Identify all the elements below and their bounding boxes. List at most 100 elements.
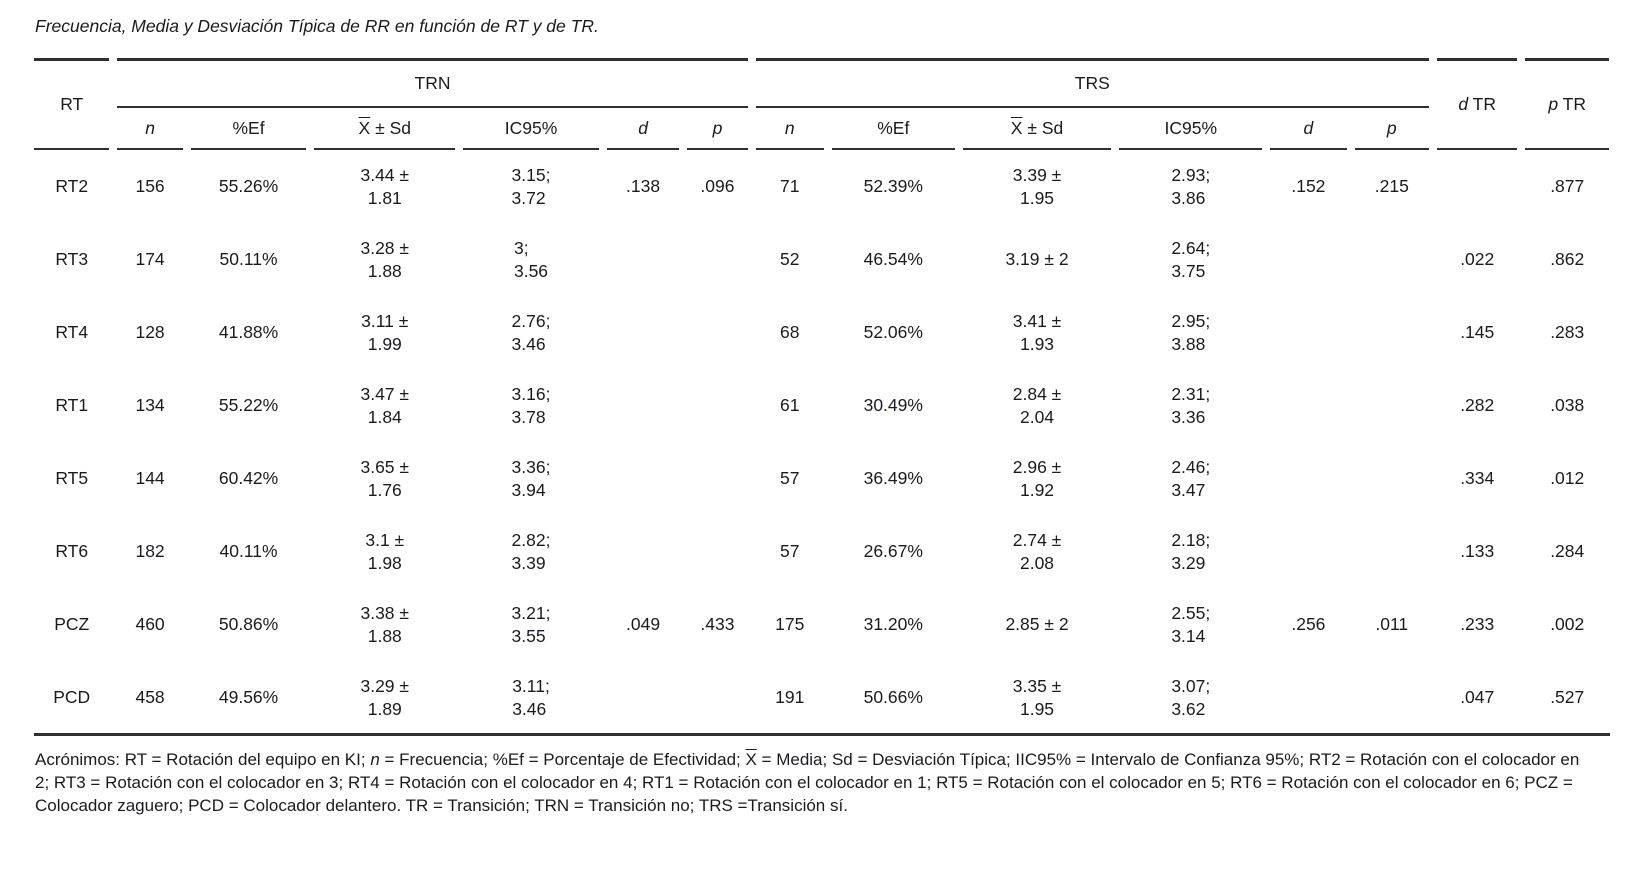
col-header-rt: RT — [34, 58, 110, 150]
cell-d-tr: .282 — [1460, 395, 1495, 415]
table-header: RT TRN TRS d TR p TR n %Ef X ± Sd IC95% … — [34, 58, 1609, 150]
cell-trn-ef: 60.42% — [218, 468, 279, 488]
col-header-trn-ic95: IC95% — [463, 108, 599, 150]
cell-trs-ic95: 2.93; 3.86 — [1171, 165, 1211, 208]
statistics-table: RT TRN TRS d TR p TR n %Ef X ± Sd IC95% … — [26, 58, 1617, 734]
cell-trn-p — [687, 223, 747, 296]
cell-trn-ic95: 3.36; 3.94 — [511, 457, 551, 500]
cell-trs-n: 61 — [780, 395, 800, 415]
cell-trs-d — [1270, 369, 1346, 442]
col-group-trn: TRN — [117, 58, 748, 108]
cell-trs-ic95: 2.18; 3.29 — [1171, 530, 1211, 573]
row-label: RT2 — [55, 176, 89, 196]
cell-trn-d — [607, 223, 679, 296]
col-header-trn-p: p — [687, 108, 748, 150]
cell-trs-ic95: 2.31; 3.36 — [1171, 384, 1211, 427]
cell-p-tr: .527 — [1550, 687, 1585, 707]
col-header-trs-mean-sd: X ± Sd — [962, 108, 1112, 150]
cell-trs-mean-sd: 3.35 ± 1.95 — [1012, 676, 1062, 719]
cell-trs-ef: 52.39% — [863, 176, 923, 196]
cell-trs-n: 52 — [780, 249, 800, 269]
cell-trn-d — [607, 661, 679, 734]
cell-d-tr: .047 — [1460, 687, 1495, 707]
cell-p-tr: .012 — [1550, 468, 1585, 488]
cell-trn-ic95: 3.15; 3.72 — [511, 165, 551, 208]
cell-trs-p — [1355, 442, 1429, 515]
cell-trn-mean-sd: 3.65 ± 1.76 — [360, 457, 410, 500]
row-label: PCD — [53, 687, 91, 707]
cell-trs-d — [1270, 515, 1346, 588]
cell-trs-p — [1355, 369, 1429, 442]
cell-trs-p: .011 — [1375, 614, 1409, 634]
col-header-trn-ef: %Ef — [190, 108, 307, 150]
cell-trs-p — [1355, 223, 1429, 296]
cell-trs-mean-sd: 2.84 ± 2.04 — [1012, 384, 1062, 427]
row-label: RT1 — [55, 395, 89, 415]
cell-trn-n: 128 — [135, 322, 165, 342]
col-group-trs: TRS — [755, 58, 1429, 108]
footnote: Acrónimos: RT = Rotación del equipo en K… — [35, 748, 1580, 817]
cell-trn-p — [687, 369, 747, 442]
cell-trs-mean-sd: 3.39 ± 1.95 — [1012, 165, 1062, 208]
cell-trn-d: .049 — [626, 614, 661, 634]
cell-trn-p — [687, 661, 747, 734]
cell-trs-ef: 31.20% — [863, 614, 923, 634]
cell-trn-ic95: 3.21; 3.55 — [511, 603, 551, 646]
cell-trn-ic95: 2.76; 3.46 — [511, 311, 551, 354]
cell-trn-mean-sd: 3.44 ± 1.81 — [360, 165, 410, 208]
col-header-trn-mean-sd: X ± Sd — [314, 108, 456, 150]
col-header-trn-d: d — [606, 108, 680, 150]
cell-trs-d — [1270, 442, 1346, 515]
cell-d-tr: .022 — [1460, 249, 1495, 269]
cell-trs-ef: 50.66% — [863, 687, 923, 707]
cell-trs-n: 175 — [775, 614, 805, 634]
cell-trn-d — [607, 296, 679, 369]
cell-trs-ef: 52.06% — [863, 322, 923, 342]
cell-p-tr: .038 — [1550, 395, 1585, 415]
col-header-trs-d: d — [1270, 108, 1347, 150]
cell-d-tr: .233 — [1460, 614, 1495, 634]
table-row: RT2 156 55.26% 3.44 ± 1.81 3.15; 3.72 .1… — [34, 150, 1609, 223]
cell-d-tr — [1437, 150, 1517, 223]
table-row: RT1 134 55.22% 3.47 ± 1.84 3.16; 3.78 61… — [34, 369, 1609, 442]
cell-trn-n: 182 — [135, 541, 165, 561]
page-title: Frecuencia, Media y Desviación Típica de… — [35, 16, 599, 36]
p-tr-rest: TR — [1558, 94, 1587, 114]
cell-trn-n: 144 — [135, 468, 165, 488]
cell-trn-n: 156 — [135, 176, 165, 196]
col-header-trs-ef: %Ef — [831, 108, 955, 150]
cell-trs-ef: 46.54% — [863, 249, 923, 269]
col-header-trs-ic95: IC95% — [1119, 108, 1263, 150]
cell-trn-d — [607, 369, 679, 442]
table-row: RT3 174 50.11% 3.28 ± 1.88 3; 3.56 52 46… — [34, 223, 1609, 296]
cell-trs-n: 57 — [780, 541, 800, 561]
footnote-n-italic: n — [370, 750, 380, 769]
table-body: RT2 156 55.26% 3.44 ± 1.81 3.15; 3.72 .1… — [34, 150, 1609, 734]
cell-trn-ic95: 2.82; 3.39 — [511, 530, 551, 573]
table-row: PCD 458 49.56% 3.29 ± 1.89 3.11; 3.46 19… — [34, 661, 1609, 734]
cell-trs-d: .256 — [1291, 614, 1326, 634]
col-header-p-tr: p TR — [1525, 58, 1609, 150]
cell-trs-p: .215 — [1374, 176, 1409, 196]
table-row: RT6 182 40.11% 3.1 ± 1.98 2.82; 3.39 57 … — [34, 515, 1609, 588]
cell-d-tr: .145 — [1460, 322, 1495, 342]
cell-trs-n: 191 — [775, 687, 805, 707]
col-header-trn-n: n — [117, 108, 183, 150]
cell-trn-mean-sd: 3.11 ± 1.99 — [361, 311, 409, 354]
cell-trs-d — [1270, 661, 1346, 734]
cell-trn-p: .433 — [700, 614, 735, 634]
cell-trs-n: 68 — [780, 322, 800, 342]
footnote-part2: = Frecuencia; %Ef = Porcentaje de Efecti… — [379, 750, 746, 769]
cell-trn-d — [607, 515, 679, 588]
table-row: RT4 128 41.88% 3.11 ± 1.99 2.76; 3.46 68… — [34, 296, 1609, 369]
cell-trs-n: 71 — [780, 176, 800, 196]
cell-trs-d — [1270, 223, 1346, 296]
cell-trs-ef: 36.49% — [863, 468, 923, 488]
cell-trs-ef: 30.49% — [863, 395, 923, 415]
cell-trn-mean-sd: 3.28 ± 1.88 — [360, 238, 410, 281]
footnote-x-bar: X — [745, 750, 757, 769]
cell-trs-p — [1355, 661, 1429, 734]
cell-trs-mean-sd: 2.96 ± 1.92 — [1012, 457, 1062, 500]
cell-trs-ef: 26.67% — [863, 541, 923, 561]
cell-trn-p — [687, 296, 747, 369]
